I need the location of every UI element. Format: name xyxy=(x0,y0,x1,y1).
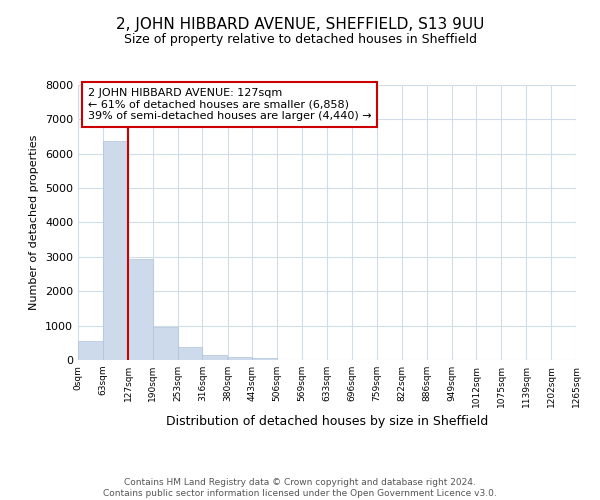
Text: 2, JOHN HIBBARD AVENUE, SHEFFIELD, S13 9UU: 2, JOHN HIBBARD AVENUE, SHEFFIELD, S13 9… xyxy=(116,18,484,32)
Y-axis label: Number of detached properties: Number of detached properties xyxy=(29,135,40,310)
Bar xyxy=(103,140,128,360)
Bar xyxy=(253,358,277,360)
Text: Contains HM Land Registry data © Crown copyright and database right 2024.
Contai: Contains HM Land Registry data © Crown c… xyxy=(103,478,497,498)
Bar xyxy=(78,341,103,360)
Text: Size of property relative to detached houses in Sheffield: Size of property relative to detached ho… xyxy=(124,32,476,46)
Bar xyxy=(202,354,227,360)
X-axis label: Distribution of detached houses by size in Sheffield: Distribution of detached houses by size … xyxy=(166,416,488,428)
Bar xyxy=(153,328,178,360)
Bar xyxy=(128,258,153,360)
Text: 2 JOHN HIBBARD AVENUE: 127sqm
← 61% of detached houses are smaller (6,858)
39% o: 2 JOHN HIBBARD AVENUE: 127sqm ← 61% of d… xyxy=(88,88,371,121)
Bar xyxy=(227,357,253,360)
Bar xyxy=(178,348,202,360)
